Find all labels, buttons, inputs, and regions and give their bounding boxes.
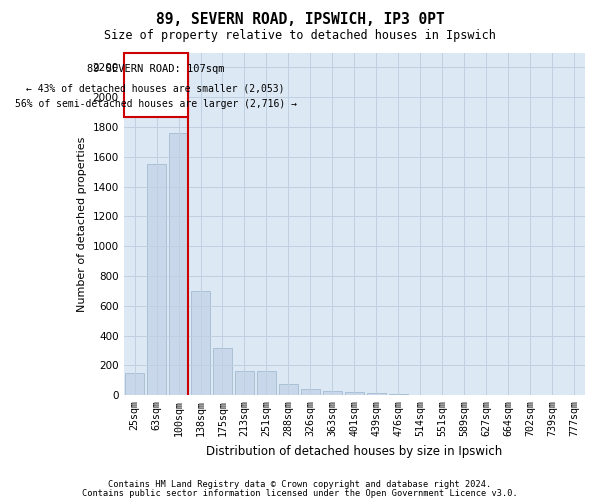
Bar — [125, 373, 144, 396]
X-axis label: Distribution of detached houses by size in Ipswich: Distribution of detached houses by size … — [206, 444, 502, 458]
Bar — [257, 372, 276, 396]
Bar — [147, 164, 166, 396]
Bar — [367, 393, 386, 396]
Y-axis label: Number of detached properties: Number of detached properties — [77, 136, 87, 312]
Bar — [323, 391, 341, 396]
Bar — [411, 394, 430, 396]
Text: Size of property relative to detached houses in Ipswich: Size of property relative to detached ho… — [104, 29, 496, 42]
Bar — [279, 384, 298, 396]
Bar — [345, 392, 364, 396]
Bar — [213, 348, 232, 396]
Text: Contains HM Land Registry data © Crown copyright and database right 2024.: Contains HM Land Registry data © Crown c… — [109, 480, 491, 489]
Text: ← 43% of detached houses are smaller (2,053): ← 43% of detached houses are smaller (2,… — [26, 84, 285, 94]
Bar — [235, 372, 254, 396]
Text: 89, SEVERN ROAD, IPSWICH, IP3 0PT: 89, SEVERN ROAD, IPSWICH, IP3 0PT — [155, 12, 445, 28]
Bar — [191, 291, 210, 396]
Bar — [301, 388, 320, 396]
Text: 89 SEVERN ROAD: 107sqm: 89 SEVERN ROAD: 107sqm — [87, 64, 224, 74]
Bar — [169, 133, 188, 396]
Bar — [389, 394, 407, 396]
Bar — [124, 52, 188, 116]
Text: Contains public sector information licensed under the Open Government Licence v3: Contains public sector information licen… — [82, 489, 518, 498]
Text: 56% of semi-detached houses are larger (2,716) →: 56% of semi-detached houses are larger (… — [15, 100, 297, 110]
